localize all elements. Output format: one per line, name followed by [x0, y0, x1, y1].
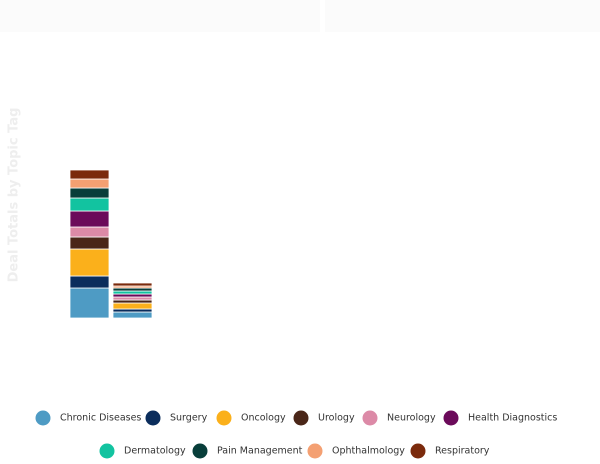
legend-swatch	[443, 410, 459, 426]
legend-swatch	[35, 410, 51, 426]
bar-segment	[112, 296, 153, 301]
bar-segment	[69, 187, 110, 199]
bar-segment	[112, 311, 153, 319]
bar-segment	[112, 299, 153, 304]
legend-label: Respiratory	[435, 446, 490, 457]
legend-label: Urology	[318, 413, 355, 424]
bar-segment	[69, 226, 110, 238]
bar-segment	[112, 308, 153, 313]
bar-segment	[69, 210, 110, 228]
legend-label: Pain Management	[217, 446, 303, 457]
bar-segment	[112, 282, 153, 287]
bar-segment	[69, 248, 110, 277]
bar-segment	[112, 287, 153, 292]
bar-segment	[69, 275, 110, 289]
legend-swatch	[362, 410, 378, 426]
bar-segment	[69, 197, 110, 212]
top-card	[0, 0, 320, 32]
legend-label: Health Diagnostics	[468, 413, 557, 424]
bar-segment	[69, 169, 110, 180]
legend-label: Neurology	[387, 413, 436, 424]
legend-swatch	[216, 410, 232, 426]
bar-segment	[112, 302, 153, 310]
bar-segment	[112, 293, 153, 298]
legend-label: Oncology	[241, 413, 286, 424]
legend-swatch	[293, 410, 309, 426]
legend-swatch	[145, 410, 161, 426]
y-axis-label: Deal Totals by Topic Tag	[7, 108, 22, 283]
legend-swatch	[99, 443, 115, 459]
bar-segment	[69, 236, 110, 250]
legend-label: Surgery	[170, 413, 208, 424]
legend-swatch	[307, 443, 323, 459]
bar-segment	[112, 290, 153, 295]
bar-segment	[69, 178, 110, 189]
legend-label: Dermatology	[124, 446, 186, 457]
top-card	[325, 0, 600, 32]
legend-swatch	[410, 443, 426, 459]
legend-swatch	[192, 443, 208, 459]
legend-label: Ophthalmology	[332, 446, 405, 457]
legend-label: Chronic Diseases	[60, 413, 141, 424]
bar-segment	[69, 287, 110, 319]
